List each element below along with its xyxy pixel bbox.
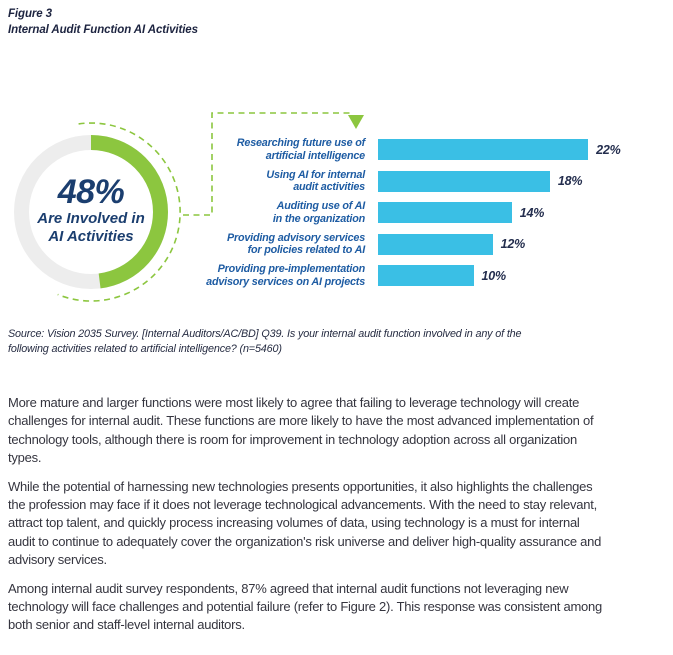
- dashed-arc: [57, 122, 181, 302]
- bar: [378, 139, 589, 161]
- figure-label: Figure 3: [8, 8, 52, 20]
- bar-row: Using AI for internal audit activities 18%: [185, 166, 621, 198]
- figure-header: Figure 3 Internal Audit Function AI Acti…: [8, 6, 198, 38]
- donut-caption-line2: AI Activities: [48, 228, 134, 245]
- bar: [378, 202, 512, 224]
- source-note: Source: Vision 2035 Survey. [Internal Au…: [8, 328, 522, 355]
- donut-value-arc: [14, 135, 168, 289]
- bar-category-label: Researching future use of artificial inte…: [236, 137, 365, 162]
- bar: [378, 170, 550, 192]
- dashed-connector-line: [183, 112, 352, 216]
- paragraph-2: While the potential of harnessing new te…: [8, 478, 602, 568]
- bar-value-label: 10%: [481, 268, 507, 283]
- bar-row: Researching future use of artificial inte…: [185, 134, 621, 166]
- donut-center-text: 48% Are Involved in AI Activities: [1, 174, 181, 246]
- bar-value-label: 14%: [519, 205, 545, 220]
- bar-value-label: 12%: [500, 237, 526, 252]
- paragraph-1: More mature and larger functions were mo…: [8, 395, 594, 466]
- arrow-down-icon: [348, 115, 364, 129]
- donut-value: 48%: [57, 173, 125, 211]
- bar-category-label: Providing pre-implementation advisory ser…: [206, 263, 365, 288]
- bar: [378, 265, 474, 287]
- bar-category-label: Auditing use of AI in the organization: [272, 200, 365, 225]
- donut-caption-line1: Are Involved in: [37, 210, 145, 227]
- bar-value-label: 22%: [596, 142, 621, 157]
- paragraph-3: Among internal audit survey respondents,…: [8, 580, 602, 633]
- figure-chart: 48% Are Involved in AI Activities Resear…: [0, 90, 673, 322]
- bar-chart: Researching future use of artificial inte…: [185, 134, 621, 292]
- bar-row: Providing pre-implementation advisory ser…: [185, 260, 621, 292]
- bar-row: Providing advisory services for policies …: [185, 229, 621, 261]
- donut-and-connector-graphic: [14, 112, 364, 302]
- donut-caption: Are Involved in AI Activities: [1, 210, 181, 246]
- bar-category-label: Providing advisory services for policies …: [226, 231, 365, 257]
- bar-category-label: Using AI for internal audit activities: [266, 168, 365, 194]
- bar-value-label: 18%: [557, 174, 583, 189]
- body-text: More mature and larger functions were mo…: [8, 394, 608, 645]
- bar-row: Auditing use of AI in the organization 14%: [185, 197, 621, 229]
- bar: [378, 233, 493, 255]
- figure-title: Internal Audit Function AI Activities: [8, 24, 198, 36]
